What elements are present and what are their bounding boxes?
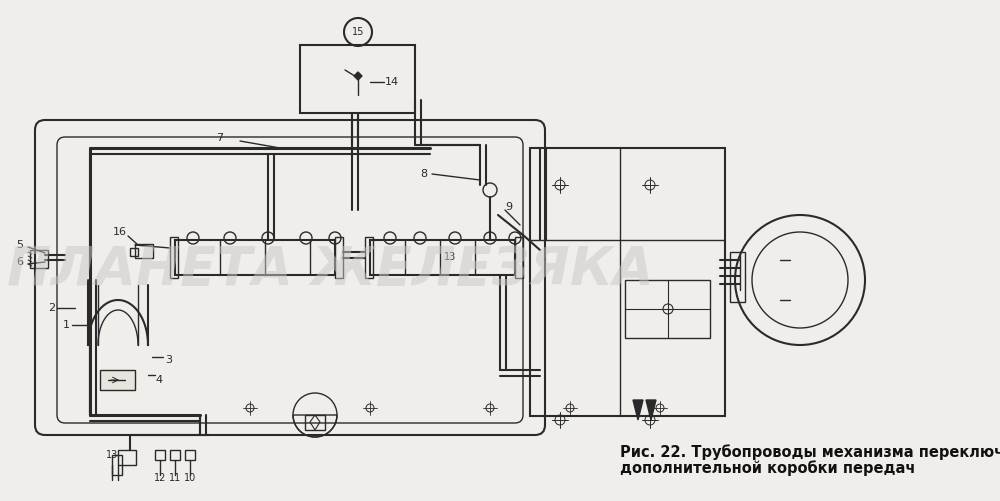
Text: 15: 15 (352, 27, 364, 37)
Bar (135, 244, 153, 258)
Bar (118, 450, 136, 465)
Text: 5: 5 (16, 240, 24, 250)
Polygon shape (646, 400, 656, 420)
Text: Рис. 22. Трубопроводы механизма переключения: Рис. 22. Трубопроводы механизма переключ… (620, 444, 1000, 460)
Bar (112, 455, 122, 475)
Text: 10: 10 (184, 473, 196, 483)
Bar (100, 370, 135, 390)
Text: 12: 12 (154, 473, 166, 483)
Text: 14: 14 (385, 77, 399, 87)
Bar (730, 252, 745, 302)
Text: 4: 4 (155, 375, 162, 385)
Bar (170, 237, 178, 278)
Bar (30, 250, 48, 268)
Bar (515, 237, 523, 278)
Polygon shape (354, 72, 362, 80)
Text: 16: 16 (113, 227, 127, 237)
Bar (170, 450, 180, 460)
Bar (155, 450, 165, 460)
Text: 13: 13 (106, 450, 118, 460)
Text: 7: 7 (216, 133, 224, 143)
Text: 1: 1 (63, 320, 70, 330)
Bar (185, 450, 195, 460)
Bar (305, 415, 325, 430)
Bar (530, 148, 725, 416)
Text: дополнительной коробки передач: дополнительной коробки передач (620, 460, 915, 476)
Bar (625, 280, 710, 338)
Bar (300, 45, 415, 113)
Text: 3: 3 (165, 355, 172, 365)
Text: 2: 2 (48, 303, 55, 313)
Bar (335, 237, 343, 278)
Text: 11: 11 (169, 473, 181, 483)
Bar (175, 240, 335, 275)
Text: 13: 13 (444, 252, 456, 262)
Bar (370, 240, 515, 275)
Bar (130, 248, 138, 256)
Text: 6: 6 (16, 257, 24, 267)
Text: 9: 9 (505, 202, 512, 212)
Text: 8: 8 (420, 169, 427, 179)
Polygon shape (633, 400, 643, 420)
Text: ПЛАНЕТА ЖЕЛЕЗЯКА: ПЛАНЕТА ЖЕЛЕЗЯКА (7, 244, 653, 296)
Bar (365, 237, 373, 278)
